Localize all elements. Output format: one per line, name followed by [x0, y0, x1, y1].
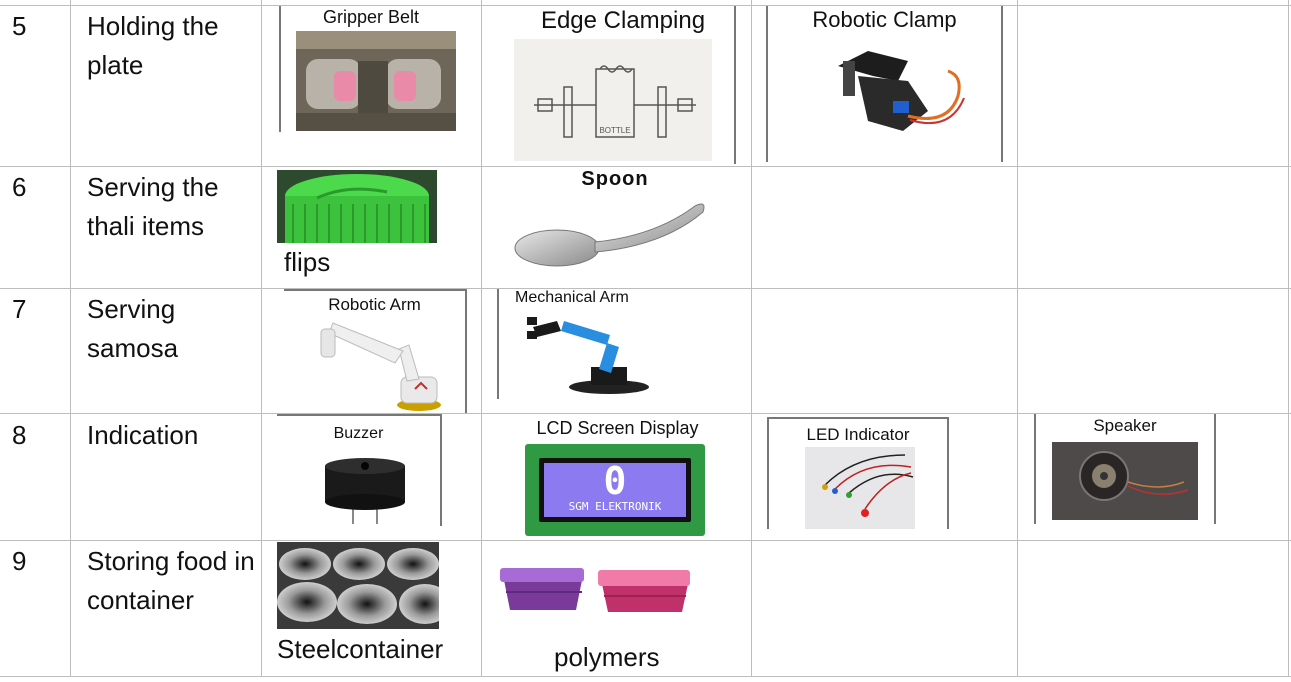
lcd-board: 0 SGM ELEKTRONIK [525, 444, 705, 536]
option-caption: Robotic Arm [328, 295, 421, 314]
option-caption: Buzzer [333, 425, 384, 442]
lcd-text: SGM ELEKTRONIK [568, 500, 662, 513]
option-caption: LCD Screen Display [536, 418, 699, 438]
function-label: Storing food in container [87, 546, 255, 615]
row-divider [0, 166, 1291, 167]
function-label: Serving samosa [87, 294, 179, 363]
steel-container-picture [277, 542, 439, 629]
row-number: 5 [12, 11, 27, 41]
gripper-belt-image: Gripper Belt [279, 6, 461, 132]
function-label: Holding the plate [87, 11, 219, 80]
column-divider [1017, 0, 1018, 677]
speaker-image: Speaker [1034, 414, 1216, 524]
polymer-container-image [498, 562, 698, 614]
lcd-display-image: LCD Screen Display 0 SGM ELEKTRONIK [495, 416, 740, 538]
gripper-belt-picture [296, 31, 456, 131]
row-divider [0, 540, 1291, 541]
robotic-clamp-image: Robotic Clamp [766, 6, 1003, 162]
option-caption: Mechanical Arm [515, 289, 629, 306]
option-caption: Robotic Clamp [812, 7, 957, 32]
option-caption: LED Indicator [806, 425, 910, 444]
row-divider [0, 5, 1291, 6]
spoon-image: Spoon [495, 168, 735, 278]
column-divider [70, 0, 71, 677]
mechanical-arm-image: Mechanical Arm [497, 289, 679, 399]
spoon-picture [514, 203, 705, 267]
row-number: 8 [12, 420, 27, 450]
column-divider [1288, 0, 1289, 677]
buzzer-image: Buzzer [277, 414, 442, 526]
row-number: 6 [12, 172, 27, 202]
flip-lid-picture [277, 170, 437, 243]
polymer-container-picture [500, 568, 690, 612]
edge-clamping-sketch: BOTTLE [514, 39, 712, 161]
column-divider [751, 0, 752, 677]
led-indicator-picture [805, 447, 915, 529]
lcd-digit: 0 [603, 459, 627, 503]
robotic-clamp-picture [838, 51, 965, 131]
row-divider [0, 676, 1291, 677]
column-divider [481, 0, 482, 677]
bottle-label: BOTTLE [599, 126, 630, 135]
row-number: 9 [12, 546, 27, 576]
option-caption: flips [284, 247, 331, 277]
row-divider [0, 288, 1291, 289]
option-caption: polymers [554, 642, 660, 672]
option-caption: Spoon [581, 168, 649, 190]
speaker-picture [1052, 442, 1198, 520]
lcd-bezel: 0 SGM ELEKTRONIK [539, 458, 691, 522]
mechanical-arm-picture [527, 317, 649, 394]
steel-container-image [277, 542, 439, 629]
flip-lid-image [277, 170, 437, 243]
function-label: Indication [87, 420, 199, 450]
column-divider [261, 0, 262, 677]
robotic-arm-picture [320, 322, 441, 411]
option-caption: Gripper Belt [322, 7, 420, 27]
option-caption: Steelcontainer [277, 634, 444, 664]
robotic-arm-image: Robotic Arm [284, 289, 467, 413]
function-label: Serving the thali items [87, 172, 219, 241]
row-number: 7 [12, 294, 27, 324]
led-indicator-image: LED Indicator [767, 417, 949, 529]
option-caption: Speaker [1093, 416, 1157, 435]
lcd-screen: 0 SGM ELEKTRONIK [544, 459, 686, 517]
option-caption: Edge Clamping [540, 7, 706, 34]
buzzer-picture [325, 458, 405, 524]
edge-clamping-image: Edge Clamping BOTTLE [512, 6, 736, 164]
row-divider [0, 413, 1291, 414]
